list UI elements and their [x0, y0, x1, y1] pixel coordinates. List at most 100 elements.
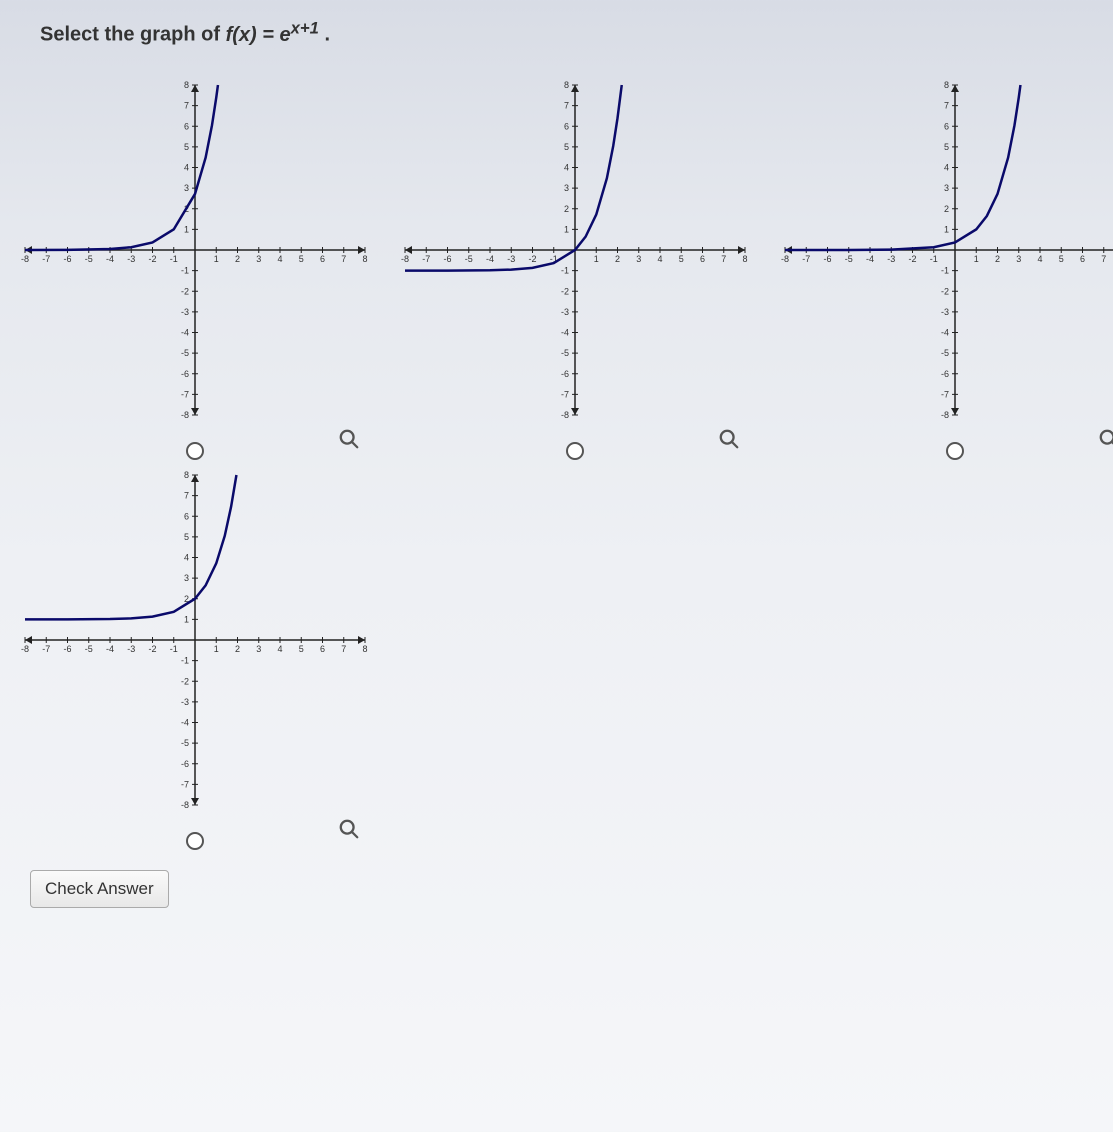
- svg-text:-4: -4: [181, 718, 189, 728]
- svg-text:7: 7: [944, 101, 949, 111]
- svg-text:-3: -3: [507, 254, 515, 264]
- svg-text:5: 5: [944, 142, 949, 152]
- svg-text:-7: -7: [561, 389, 569, 399]
- svg-text:-6: -6: [823, 254, 831, 264]
- svg-text:-4: -4: [486, 254, 494, 264]
- svg-text:6: 6: [700, 254, 705, 264]
- magnify-icon[interactable]: [718, 428, 740, 450]
- svg-text:3: 3: [636, 254, 641, 264]
- svg-text:2: 2: [235, 254, 240, 264]
- svg-text:-3: -3: [127, 644, 135, 654]
- svg-text:5: 5: [299, 644, 304, 654]
- svg-text:1: 1: [564, 224, 569, 234]
- svg-text:7: 7: [721, 254, 726, 264]
- check-answer-button[interactable]: Check Answer: [30, 870, 169, 908]
- svg-text:3: 3: [944, 183, 949, 193]
- svg-text:1: 1: [594, 254, 599, 264]
- radio-D[interactable]: [186, 832, 204, 850]
- svg-text:-7: -7: [181, 779, 189, 789]
- svg-text:-1: -1: [181, 266, 189, 276]
- magnify-icon[interactable]: [338, 818, 360, 840]
- svg-text:-8: -8: [181, 800, 189, 810]
- svg-text:-5: -5: [845, 254, 853, 264]
- graph-option-C[interactable]: -8-7-6-5-4-3-2-112345678-8-7-6-5-4-3-2-1…: [780, 80, 1113, 460]
- svg-text:6: 6: [1080, 254, 1085, 264]
- svg-text:-4: -4: [106, 644, 114, 654]
- svg-text:2: 2: [615, 254, 620, 264]
- graph-C-svg: -8-7-6-5-4-3-2-112345678-8-7-6-5-4-3-2-1…: [780, 80, 1113, 420]
- svg-text:-1: -1: [170, 644, 178, 654]
- graph-B-svg: -8-7-6-5-4-3-2-112345678-8-7-6-5-4-3-2-1…: [400, 80, 750, 420]
- svg-text:-6: -6: [181, 759, 189, 769]
- svg-text:-1: -1: [561, 266, 569, 276]
- radio-B[interactable]: [566, 442, 584, 460]
- graph-option-A[interactable]: -8-7-6-5-4-3-2-112345678-8-7-6-5-4-3-2-1…: [20, 80, 370, 460]
- graph-option-D[interactable]: -8-7-6-5-4-3-2-112345678-8-7-6-5-4-3-2-1…: [20, 470, 370, 850]
- svg-text:-5: -5: [941, 348, 949, 358]
- svg-text:6: 6: [564, 121, 569, 131]
- svg-text:4: 4: [657, 254, 662, 264]
- svg-text:-1: -1: [941, 266, 949, 276]
- radio-A[interactable]: [186, 442, 204, 460]
- graph-row-1: -8 -7 -6 -5 -4 -3 -2 -1 1 2 3 4 5 6 7 8 -8 -7 -6 -5 -4 -3 -2 -1…: [20, 80, 1113, 460]
- svg-text:-8: -8: [941, 410, 949, 420]
- svg-text:-5: -5: [85, 644, 93, 654]
- svg-text:4: 4: [277, 644, 282, 654]
- svg-text:4: 4: [184, 163, 189, 173]
- svg-text:-2: -2: [561, 286, 569, 296]
- svg-text:6: 6: [944, 121, 949, 131]
- svg-text:8: 8: [362, 254, 367, 264]
- svg-text:-2: -2: [528, 254, 536, 264]
- svg-text:5: 5: [1059, 254, 1064, 264]
- svg-text:1: 1: [944, 224, 949, 234]
- svg-text:4: 4: [944, 163, 949, 173]
- svg-text:7: 7: [341, 254, 346, 264]
- svg-text:6: 6: [184, 121, 189, 131]
- svg-text:3: 3: [184, 183, 189, 193]
- svg-text:-6: -6: [181, 369, 189, 379]
- svg-text:5: 5: [299, 254, 304, 264]
- svg-text:-1: -1: [930, 254, 938, 264]
- svg-text:4: 4: [1037, 254, 1042, 264]
- svg-text:-4: -4: [181, 328, 189, 338]
- svg-text:-6: -6: [561, 369, 569, 379]
- svg-text:-3: -3: [181, 697, 189, 707]
- svg-text:-3: -3: [127, 254, 135, 264]
- svg-text:7: 7: [184, 491, 189, 501]
- svg-text:-7: -7: [42, 254, 50, 264]
- svg-text:3: 3: [256, 254, 261, 264]
- radio-C[interactable]: [946, 442, 964, 460]
- svg-text:4: 4: [277, 254, 282, 264]
- svg-text:-5: -5: [181, 348, 189, 358]
- svg-text:-6: -6: [443, 254, 451, 264]
- svg-text:8: 8: [564, 80, 569, 90]
- svg-text:7: 7: [341, 644, 346, 654]
- graph-option-B[interactable]: -8-7-6-5-4-3-2-112345678-8-7-6-5-4-3-2-1…: [400, 80, 750, 460]
- svg-text:-2: -2: [181, 676, 189, 686]
- svg-text:-3: -3: [941, 307, 949, 317]
- svg-text:-8: -8: [781, 254, 789, 264]
- svg-text:-6: -6: [63, 644, 71, 654]
- svg-text:-7: -7: [941, 389, 949, 399]
- svg-text:1: 1: [214, 254, 219, 264]
- svg-text:-2: -2: [941, 286, 949, 296]
- svg-text:-5: -5: [85, 254, 93, 264]
- svg-text:-3: -3: [887, 254, 895, 264]
- magnify-icon[interactable]: [338, 428, 360, 450]
- q-suffix: .: [324, 24, 330, 46]
- svg-text:-2: -2: [908, 254, 916, 264]
- svg-text:8: 8: [944, 80, 949, 90]
- q-func: f(x) = ex+1: [226, 24, 325, 46]
- svg-text:2: 2: [235, 644, 240, 654]
- svg-text:-2: -2: [148, 254, 156, 264]
- svg-text:3: 3: [1016, 254, 1021, 264]
- svg-text:1: 1: [974, 254, 979, 264]
- svg-text:-7: -7: [422, 254, 430, 264]
- svg-text:-5: -5: [561, 348, 569, 358]
- magnify-icon[interactable]: [1098, 428, 1113, 450]
- svg-text:2: 2: [995, 254, 1000, 264]
- svg-text:1: 1: [184, 224, 189, 234]
- svg-text:8: 8: [184, 80, 189, 90]
- svg-text:-7: -7: [181, 389, 189, 399]
- svg-text:-8: -8: [21, 644, 29, 654]
